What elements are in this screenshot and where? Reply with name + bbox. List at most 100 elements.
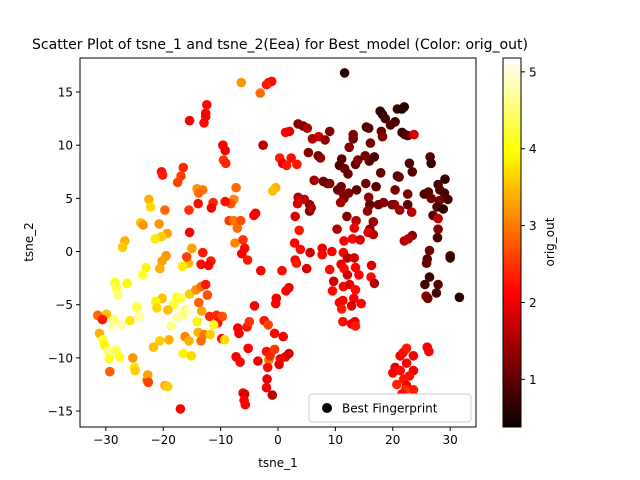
- scatter-point: [107, 322, 117, 332]
- scatter-point: [178, 162, 189, 173]
- scatter-point: [426, 158, 437, 169]
- scatter-point: [184, 205, 194, 215]
- y-tick-label: 10: [58, 139, 73, 153]
- scatter-point: [336, 304, 347, 314]
- scatter-point: [408, 351, 419, 361]
- scatter-point: [366, 260, 377, 271]
- x-tick-label: −20: [151, 433, 176, 447]
- scatter-point: [194, 188, 204, 198]
- scatter-point: [294, 225, 305, 236]
- scatter-point: [423, 293, 433, 304]
- scatter-point: [187, 243, 197, 254]
- scatter-point: [409, 129, 419, 140]
- y-tick-label: 0: [65, 245, 73, 259]
- colorbar: 1 2 3 4 5 orig_out: [502, 57, 557, 428]
- scatter-point: [348, 129, 359, 140]
- scatter-point: [234, 328, 244, 339]
- scatter-point: [424, 245, 435, 256]
- scatter-point: [105, 366, 115, 377]
- scatter-point: [208, 320, 219, 330]
- scatter-point: [249, 301, 260, 311]
- scatter-point: [332, 224, 342, 234]
- scatter-point: [250, 208, 261, 219]
- scatter-point: [242, 255, 253, 265]
- scatter-point: [291, 258, 302, 269]
- scatter-point: [175, 293, 186, 304]
- scatter-point: [342, 270, 353, 280]
- scatter-point: [317, 249, 328, 260]
- scatter-point: [402, 199, 413, 210]
- scatter-point: [175, 404, 186, 414]
- scatter-point: [261, 382, 272, 393]
- scatter-point: [238, 235, 248, 245]
- scatter-point: [295, 244, 306, 255]
- scatter-point: [202, 290, 213, 300]
- scatter-point: [231, 182, 241, 193]
- scatter-point: [163, 381, 173, 392]
- scatter-point: [361, 178, 371, 189]
- x-tick-label: −30: [93, 433, 118, 447]
- scatter-point: [378, 197, 389, 208]
- scatter-point: [339, 236, 349, 246]
- scatter-point: [368, 229, 379, 240]
- scatter-point: [202, 100, 212, 110]
- scatter-point: [306, 203, 317, 213]
- scatter-point: [343, 169, 353, 179]
- scatter-point: [235, 215, 246, 226]
- scatter-point: [395, 365, 406, 376]
- legend-label: Best Fingerprint: [342, 402, 438, 416]
- x-axis-label: tsne_1: [258, 456, 298, 470]
- y-tick-label: 5: [65, 192, 73, 206]
- scatter-point: [263, 320, 274, 330]
- scatter-point: [349, 223, 360, 233]
- y-axis-label: tsne_2: [22, 222, 36, 262]
- scatter-point: [137, 270, 148, 280]
- scatter-point: [143, 377, 154, 388]
- scatter-point: [184, 336, 194, 346]
- scatter-point: [235, 357, 245, 367]
- scatter-point: [433, 213, 443, 224]
- scatter-point: [404, 158, 415, 169]
- scatter-point: [286, 153, 297, 163]
- scatter-point: [198, 247, 208, 258]
- scatter-point: [349, 293, 359, 304]
- scatter-point: [244, 316, 255, 327]
- scatter-point: [438, 204, 449, 214]
- scatter-point: [278, 331, 289, 342]
- scatter-point: [117, 242, 128, 253]
- x-tick-label: 20: [385, 433, 400, 447]
- scatter-point: [371, 181, 381, 192]
- scatter-point: [445, 253, 456, 263]
- scatter-point: [426, 193, 437, 204]
- scatter-point: [255, 88, 265, 98]
- scatter-point: [369, 152, 380, 162]
- scatter-point: [289, 238, 300, 248]
- legend-marker: [322, 403, 332, 413]
- scatter-point: [154, 219, 164, 229]
- scatter-point: [186, 351, 197, 361]
- scatter-point: [184, 227, 195, 238]
- scatter-point: [360, 151, 371, 161]
- scatter-point: [454, 292, 465, 303]
- scatter-point: [338, 316, 348, 327]
- colorbar-ticks: 1 2 3 4 5: [521, 65, 537, 387]
- scatter-point: [178, 348, 189, 359]
- scatter-point: [432, 232, 443, 243]
- scatter-point: [399, 236, 410, 246]
- colorbar-tick-label: 3: [529, 219, 537, 233]
- scatter-point: [349, 253, 360, 263]
- scatter-point: [262, 362, 273, 373]
- scatter-point: [200, 111, 211, 122]
- scatter-point: [303, 147, 314, 158]
- scatter-point: [421, 258, 432, 269]
- scatter-point: [128, 353, 138, 363]
- scatter-point: [343, 188, 354, 198]
- colorbar-tick-label: 4: [529, 142, 537, 156]
- scatter-point: [327, 246, 337, 257]
- scatter-point: [335, 197, 346, 208]
- scatter-point: [203, 260, 214, 271]
- scatter-point: [408, 385, 419, 395]
- scatter-point: [420, 279, 430, 290]
- x-tick-label: 30: [443, 433, 458, 447]
- scatter-point: [155, 263, 165, 274]
